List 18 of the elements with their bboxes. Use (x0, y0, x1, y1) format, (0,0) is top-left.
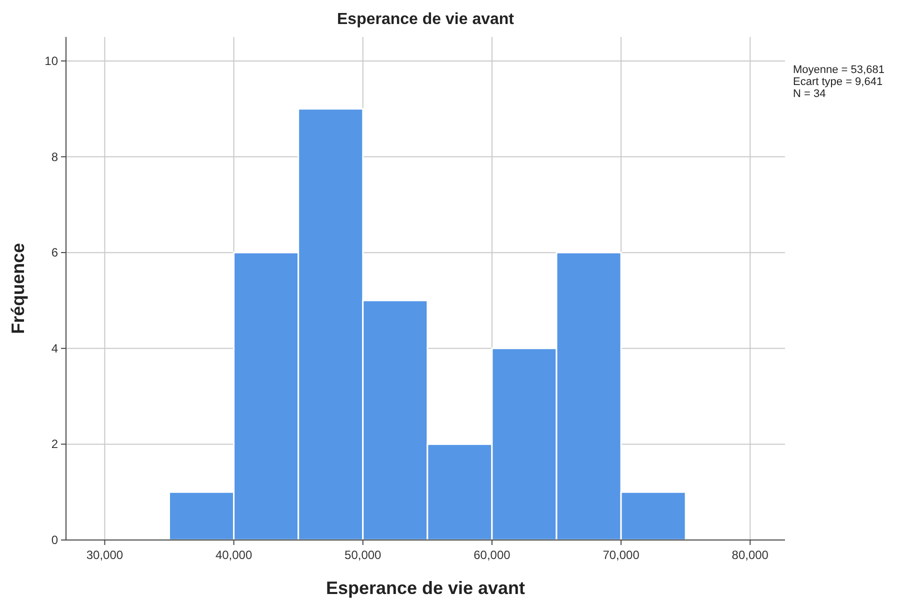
text: Ecart type = 9,641 (793, 76, 883, 88)
x-tick-label: 70,000 (602, 548, 640, 562)
x-axis-title: Esperance de vie avant (326, 578, 526, 598)
y-tick-label: 4 (51, 341, 58, 356)
y-tick-label: 8 (51, 150, 58, 164)
y-axis-title: Fréquence (8, 242, 28, 334)
x-tick-label: 40,000 (215, 548, 252, 562)
y-tick-label: 0 (51, 533, 58, 547)
x-tick-label: 80,000 (732, 548, 769, 562)
x-tick-label: 50,000 (344, 548, 382, 562)
text: N = 34 (793, 88, 826, 100)
y-tick-label: 10 (44, 54, 58, 68)
x-tick-label: 60,000 (474, 548, 511, 562)
x-tick-label: 30,000 (86, 548, 124, 562)
chart-title: Esperance de vie avant (337, 11, 515, 28)
y-tick-label: 2 (51, 437, 58, 452)
y-tick-label: 6 (51, 246, 58, 260)
text: Moyenne = 53,681 (793, 64, 884, 76)
